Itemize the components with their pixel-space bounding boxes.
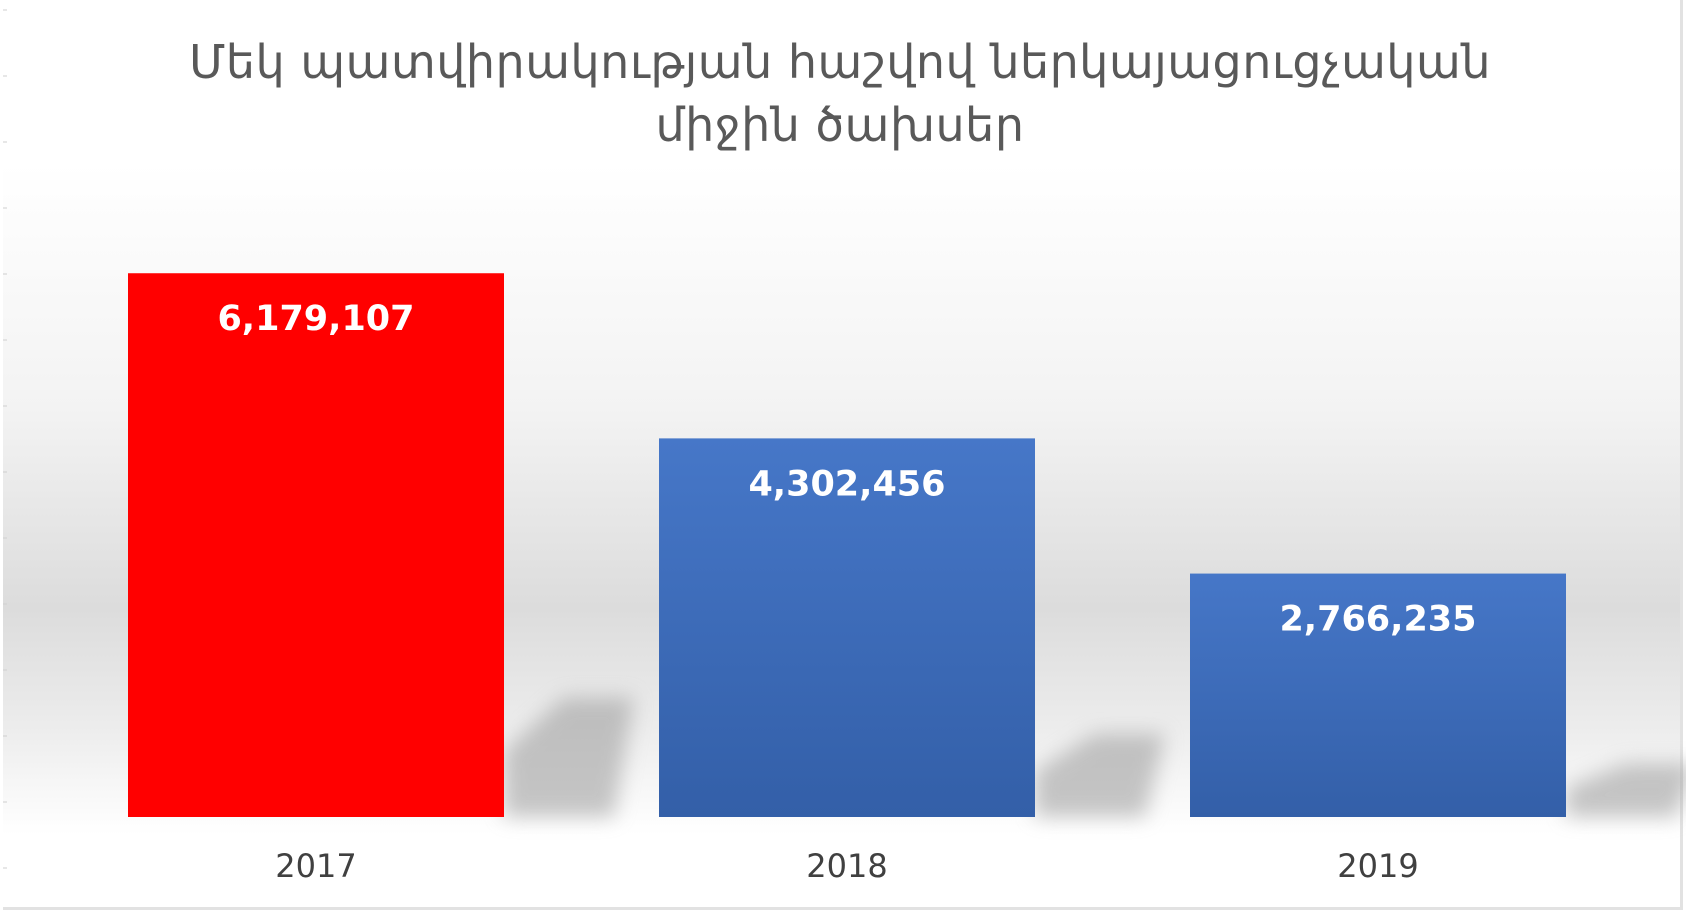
bar-shadow-2018 xyxy=(1035,733,1165,817)
bar-2017 xyxy=(128,273,504,817)
chart-title-line-1: Մեկ պատվիրակության հաշվով ներկայացուցչակ… xyxy=(189,35,1491,89)
value-labels-group: 6,179,107 4,302,456 2,766,235 xyxy=(217,299,1476,639)
chart-title-line-2: միջին ծախսեր xyxy=(655,98,1025,152)
left-axis-ticks xyxy=(3,9,7,869)
data-label-2019: 2,766,235 xyxy=(1279,600,1476,640)
bar-2018 xyxy=(659,438,1035,817)
bar-2019 xyxy=(1190,573,1566,817)
x-tick-label-2019: 2019 xyxy=(1337,847,1418,885)
data-label-2017: 6,179,107 xyxy=(217,299,414,339)
category-labels-group: 2017 2018 2019 xyxy=(275,847,1418,885)
x-tick-label-2017: 2017 xyxy=(275,847,356,885)
bar-shadows xyxy=(504,697,1686,817)
bars-group xyxy=(128,273,1566,817)
bar-shadow-2017 xyxy=(504,697,634,817)
x-tick-label-2018: 2018 xyxy=(806,847,887,885)
bar-shadow-2019 xyxy=(1566,763,1686,817)
data-label-2018: 4,302,456 xyxy=(748,464,945,504)
